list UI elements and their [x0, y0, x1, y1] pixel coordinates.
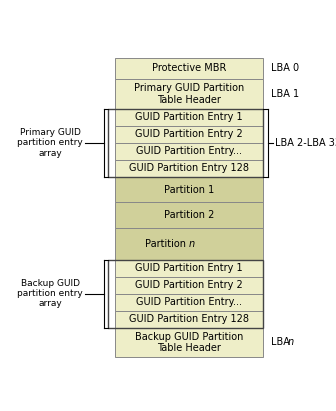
Text: GUID Partition Entry 128: GUID Partition Entry 128: [129, 314, 249, 324]
Text: Primary GUID Partition
Table Header: Primary GUID Partition Table Header: [134, 83, 244, 105]
Bar: [115, 228, 263, 260]
Bar: [115, 143, 263, 160]
Bar: [115, 58, 263, 79]
Bar: [115, 260, 263, 277]
Text: LBA: LBA: [271, 337, 293, 347]
Text: LBA 2-LBA 33: LBA 2-LBA 33: [275, 138, 336, 148]
Text: Partition: Partition: [145, 239, 189, 249]
Bar: [115, 109, 263, 126]
Bar: [115, 79, 263, 109]
Text: LBA 1: LBA 1: [271, 89, 299, 99]
Text: GUID Partition Entry 1: GUID Partition Entry 1: [135, 263, 243, 273]
Text: GUID Partition Entry 2: GUID Partition Entry 2: [135, 129, 243, 139]
Text: LBA 0: LBA 0: [271, 63, 299, 74]
Text: n: n: [189, 239, 195, 249]
Text: GUID Partition Entry...: GUID Partition Entry...: [136, 146, 242, 156]
Text: GUID Partition Entry 1: GUID Partition Entry 1: [135, 112, 243, 122]
Text: GUID Partition Entry...: GUID Partition Entry...: [136, 297, 242, 307]
Text: Partition 2: Partition 2: [164, 210, 214, 220]
Text: Protective MBR: Protective MBR: [152, 63, 226, 74]
Text: n: n: [287, 337, 293, 347]
Text: GUID Partition Entry 128: GUID Partition Entry 128: [129, 163, 249, 173]
Bar: [115, 202, 263, 228]
Text: Backup GUID Partition
Table Header: Backup GUID Partition Table Header: [135, 332, 243, 353]
Bar: [109, 260, 263, 328]
Bar: [115, 328, 263, 357]
Text: Primary GUID
partition entry
array: Primary GUID partition entry array: [17, 128, 83, 158]
Bar: [109, 109, 263, 177]
Bar: [115, 311, 263, 328]
Text: GUID Partition Entry 2: GUID Partition Entry 2: [135, 280, 243, 290]
Bar: [115, 277, 263, 293]
Text: Partition 1: Partition 1: [164, 185, 214, 194]
Bar: [115, 126, 263, 143]
Bar: [115, 177, 263, 202]
Bar: [115, 160, 263, 177]
Bar: [115, 293, 263, 311]
Text: Backup GUID
partition entry
array: Backup GUID partition entry array: [17, 279, 83, 309]
